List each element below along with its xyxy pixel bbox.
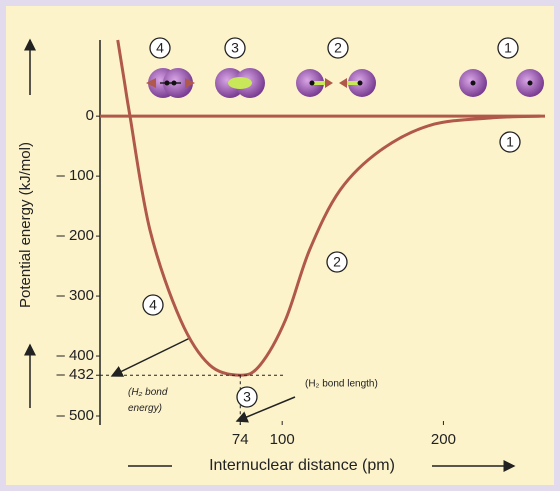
annotation-circle [149, 37, 171, 59]
x-tick-label: 200 [431, 431, 456, 448]
bond-energy-label: (H₂ bond energy) [128, 387, 168, 414]
axis-arrows [24, 38, 516, 472]
x-axis-label: Internuclear distance (pm) [209, 457, 395, 474]
annotation-circle [142, 294, 164, 316]
x-tick-label: 100 [270, 431, 295, 448]
annotation: 2 [333, 254, 341, 270]
y-tick-label: 0 [86, 107, 94, 124]
y-tick-label: – 500 [56, 407, 94, 424]
y-axis-label: Potential energy (kJ/mol) [17, 142, 34, 308]
annotation: 1 [504, 40, 512, 56]
annotation: 4 [156, 40, 164, 56]
atoms [146, 68, 544, 98]
curve [116, 39, 541, 377]
annotation-circle [499, 131, 521, 153]
y-tick-label: – 200 [56, 227, 94, 244]
y-tick-label: – 400 [56, 347, 94, 364]
y-tick-label: – 432 [56, 366, 94, 383]
annotation-circle [327, 37, 349, 59]
annotation: 2 [334, 40, 342, 56]
bond-length-label: (H₂ bond length) [305, 379, 378, 390]
annotation: 3 [231, 40, 239, 56]
annotation-circle [224, 37, 246, 59]
y-tick-label: – 300 [56, 287, 94, 304]
annotation-circle [497, 37, 519, 59]
annotation: 3 [243, 389, 251, 405]
annotation: 1 [506, 134, 514, 150]
annotation-circle [236, 386, 258, 408]
y-tick-label: – 100 [56, 167, 94, 184]
annotation: 4 [149, 297, 157, 313]
x-tick-label: 74 [232, 431, 249, 448]
annotation-circle [326, 251, 348, 273]
